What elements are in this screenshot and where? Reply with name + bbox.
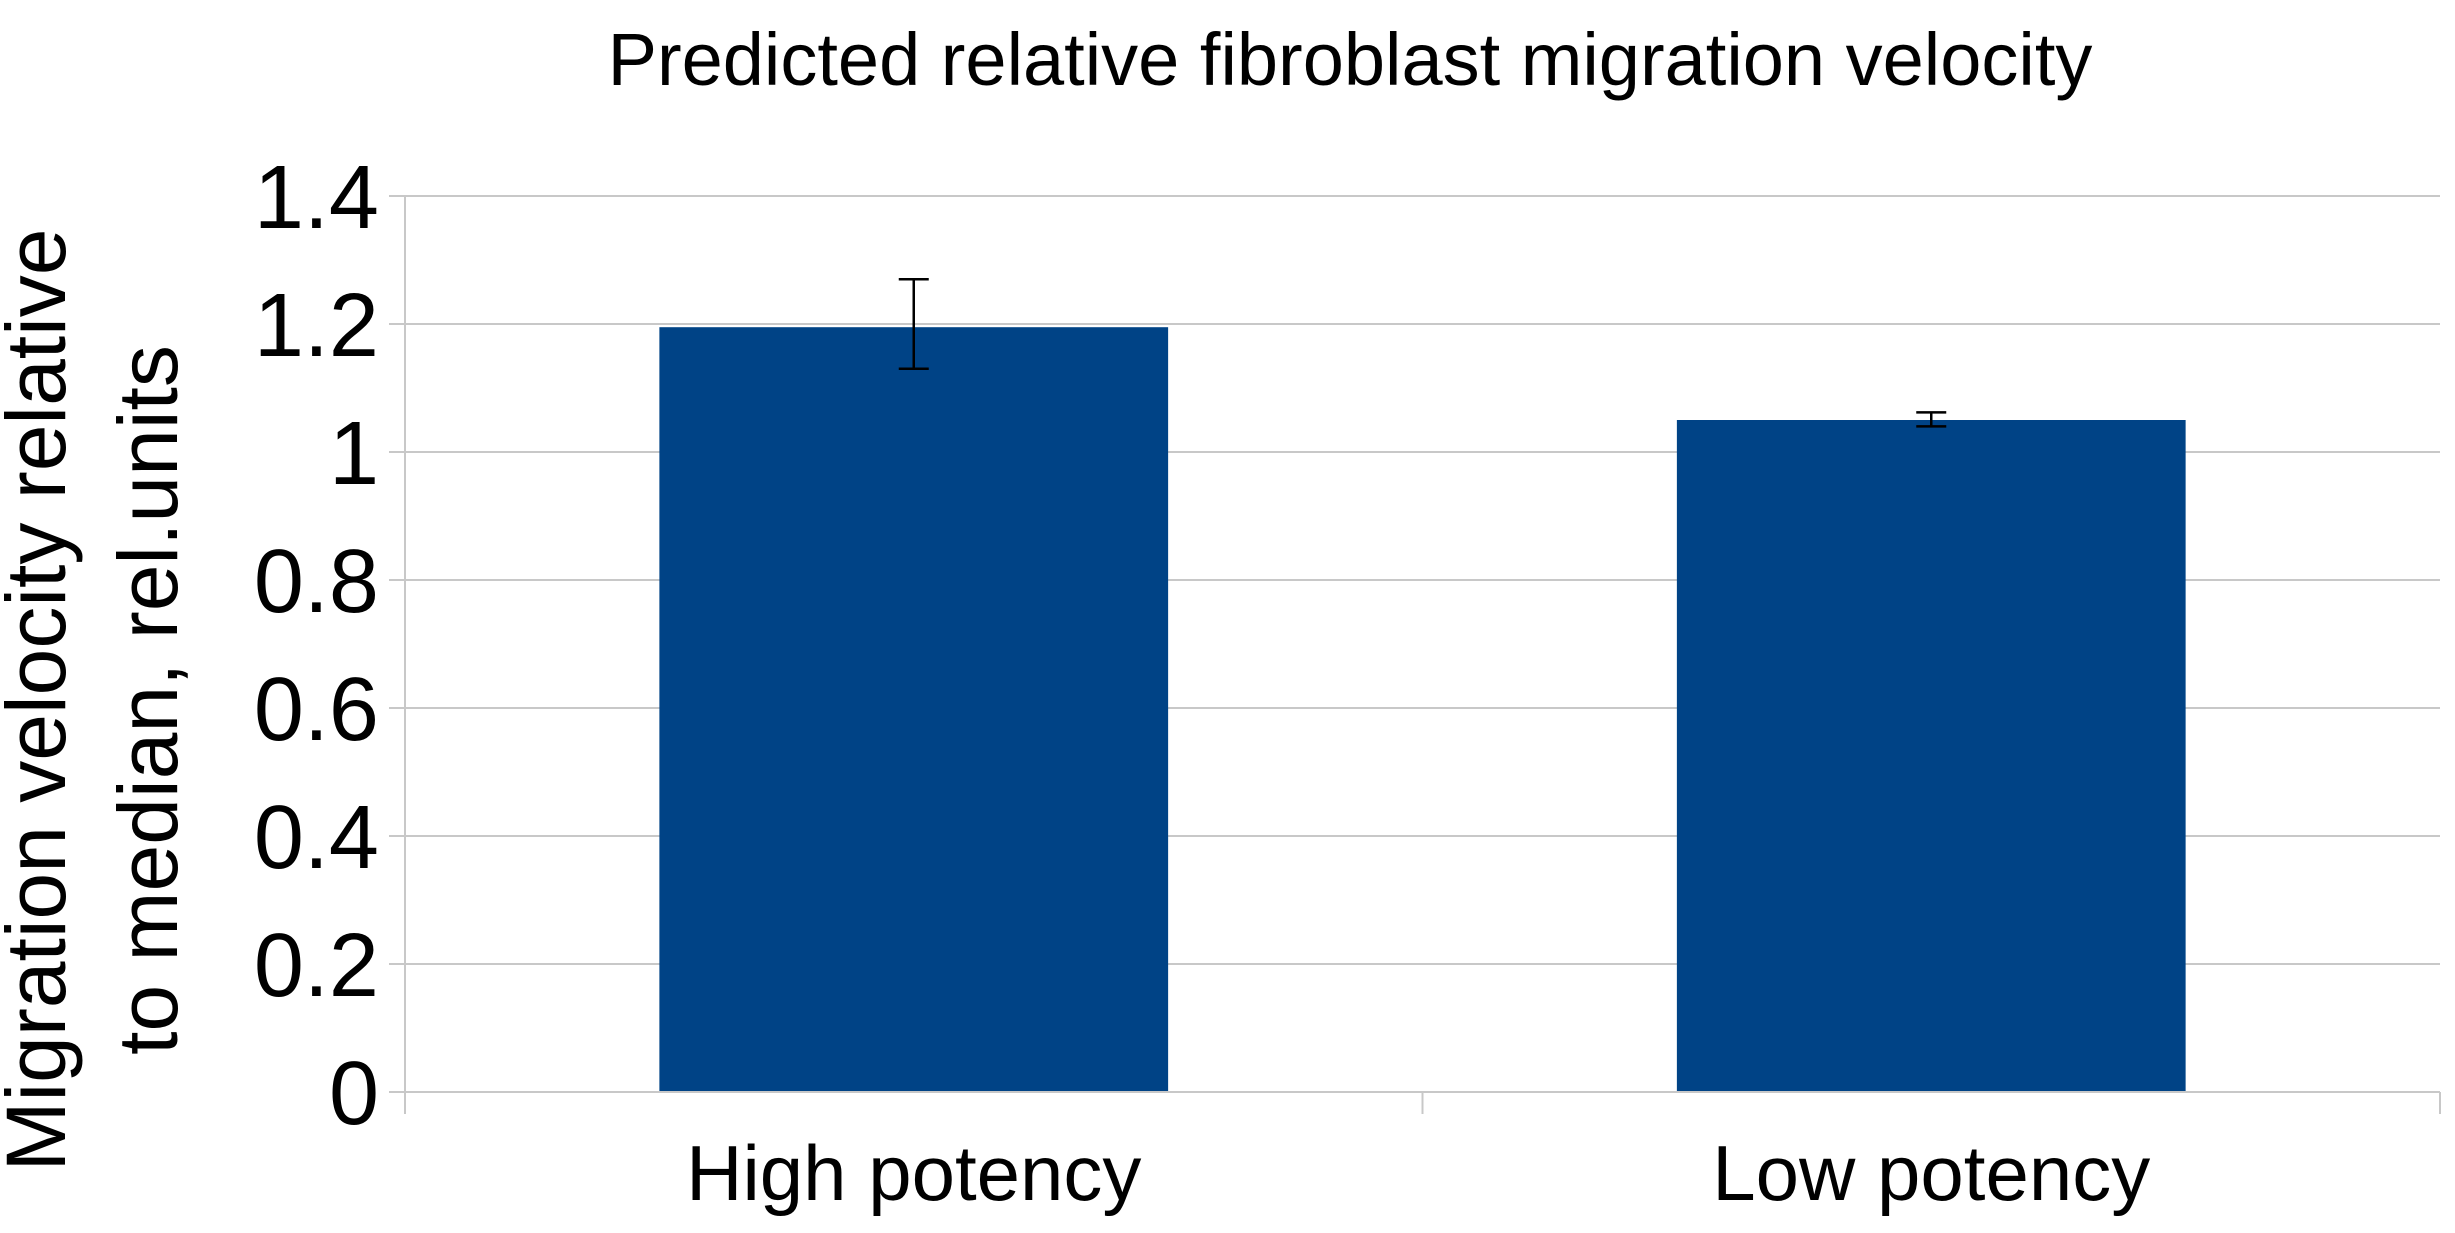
bar [1676, 420, 2186, 1092]
y-tick-label: 1.4 [254, 148, 379, 248]
chart-title: Predicted relative fibroblast migration … [608, 18, 2093, 101]
axes [389, 195, 2441, 1114]
y-axis-label: Migration velocity relative to median, r… [0, 228, 195, 1171]
bars [659, 327, 2186, 1092]
y-tick-label: 1.2 [254, 276, 379, 376]
y-tick-label: 0.2 [254, 916, 379, 1016]
error-bars [898, 277, 1947, 428]
y-tick-labels: 0 0.2 0.4 0.6 0.8 1 1.2 1.4 [254, 148, 379, 1144]
y-tick-label: 0 [329, 1044, 379, 1144]
x-tick-labels: High potency Low potency [686, 1129, 2150, 1217]
y-axis-label-line-1: Migration velocity relative [0, 228, 83, 1171]
y-tick-label: 0.4 [254, 788, 379, 888]
y-tick-label: 0.8 [254, 532, 379, 632]
y-tick-label: 1 [329, 404, 379, 504]
y-tick-label: 0.6 [254, 660, 379, 760]
y-axis-label-line-2: to median, rel.units [101, 345, 195, 1055]
bar [659, 327, 1169, 1092]
x-tick-label: High potency [686, 1129, 1141, 1217]
x-tick-label: Low potency [1712, 1129, 2150, 1217]
